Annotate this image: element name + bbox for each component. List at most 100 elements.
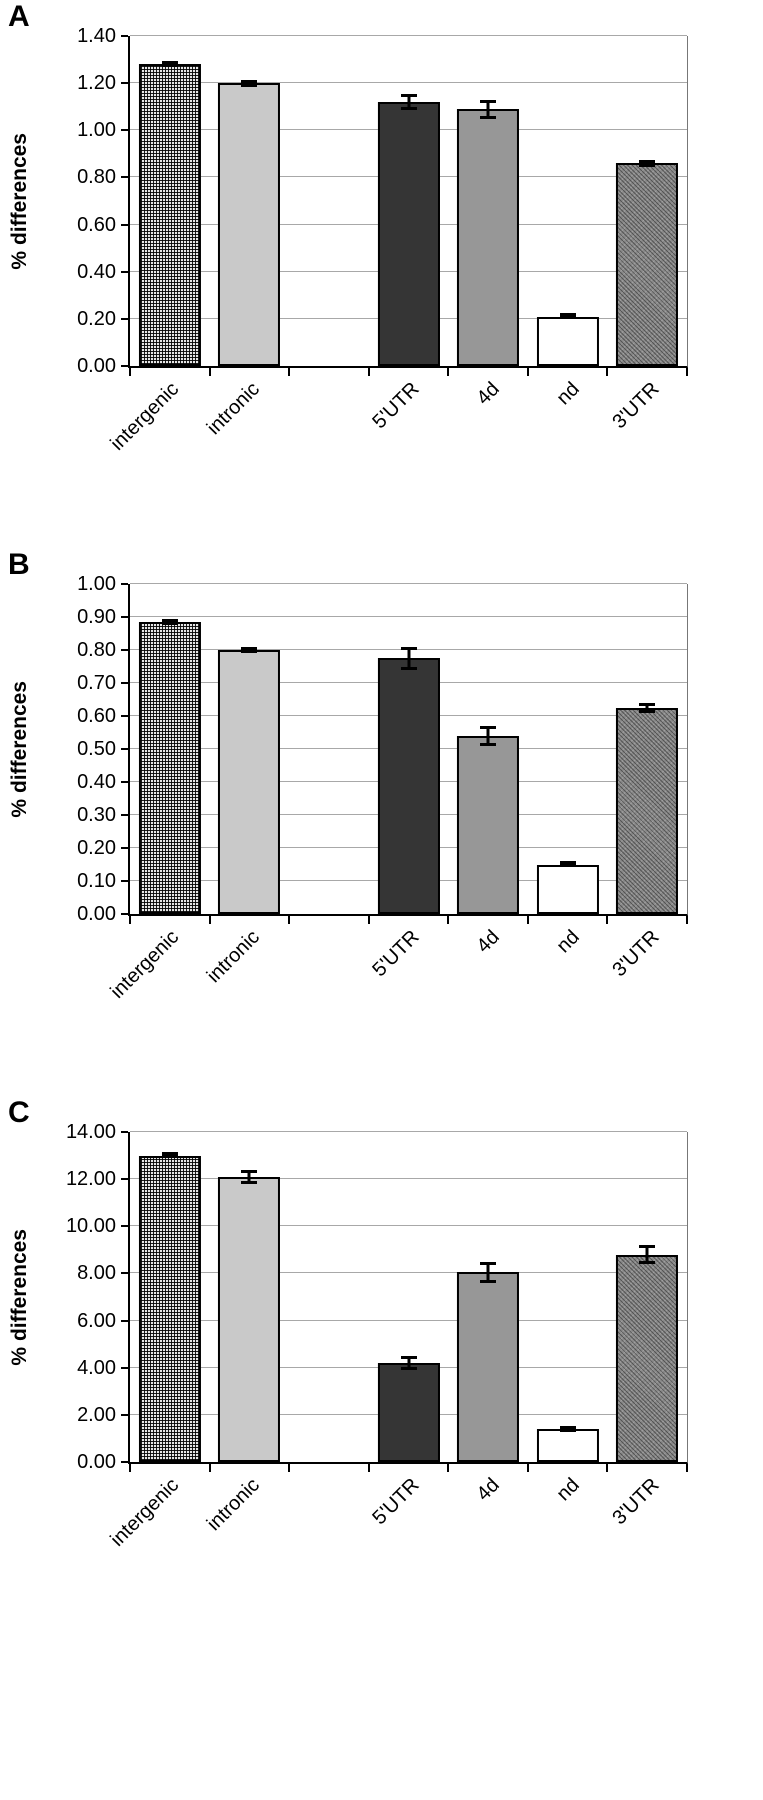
y-tick-mark <box>121 748 128 750</box>
y-tick-mark <box>121 176 128 179</box>
bar-slot <box>607 584 687 914</box>
y-axis-label: % differences <box>8 680 31 818</box>
x-label-slot: 4d <box>448 1468 528 1628</box>
x-axis-label: 3'UTR <box>608 378 664 434</box>
x-axis-label: 4d <box>472 1474 504 1506</box>
x-tick-mark <box>288 368 291 376</box>
y-tick-label: 6.00 <box>77 1309 116 1332</box>
bar-slot <box>448 36 528 366</box>
y-tick-label: 1.00 <box>77 573 116 595</box>
bar-slot <box>369 36 449 366</box>
x-axis-label: nd <box>552 926 584 958</box>
x-axis-label: intergenic <box>106 378 184 455</box>
y-tick-label: 12.00 <box>65 1168 116 1191</box>
bars-layer <box>130 584 687 914</box>
bar-slot <box>528 584 608 914</box>
x-tick-mark <box>447 1464 450 1472</box>
error-bar <box>480 99 497 119</box>
x-label-slot <box>288 920 368 1080</box>
y-tick-mark <box>121 365 128 367</box>
x-label-slot: intronic <box>202 1468 288 1628</box>
x-tick-mark <box>208 916 211 924</box>
y-axis-label-wrap: % differences <box>2 36 38 366</box>
plot-area <box>121 583 688 924</box>
x-label-slot: intergenic <box>107 1468 208 1628</box>
gridline <box>130 82 687 84</box>
y-tick-label: 0.80 <box>77 166 116 189</box>
panel-letter: B <box>8 548 30 581</box>
y-axis-label-wrap: % differences <box>2 584 38 914</box>
y-tick-label: 0.00 <box>77 903 116 925</box>
y-tick-label: 14.00 <box>65 1121 116 1143</box>
x-tick-mark <box>129 1464 131 1472</box>
x-axis-label: 5'UTR <box>368 926 424 982</box>
x-tick-mark <box>367 1464 370 1472</box>
error-bar <box>161 618 178 626</box>
bars-layer <box>130 1132 687 1462</box>
x-axis-label: 5'UTR <box>368 378 424 434</box>
x-tick-mark <box>686 1464 688 1472</box>
bar-slot <box>130 1132 210 1462</box>
bar-slot <box>448 1132 528 1462</box>
x-axis-label: intronic <box>202 1474 264 1536</box>
bars-layer <box>130 36 687 366</box>
x-axis-label: 4d <box>472 926 504 958</box>
x-tick-mark <box>606 1464 609 1472</box>
y-tick-mark <box>121 1178 128 1181</box>
bar-intronic <box>218 1176 281 1462</box>
y-tick-mark <box>121 270 128 273</box>
error-bar <box>639 1245 656 1264</box>
y-tick-label: 0.10 <box>77 870 116 892</box>
bar-slot <box>369 1132 449 1462</box>
gridline <box>130 1225 687 1227</box>
y-tick-mark <box>121 1413 128 1416</box>
y-tick-mark <box>121 682 128 684</box>
y-axis-ticks: 0.00 0.10 0.20 0.30 0.40 0.50 0.60 0.70 0.80 0.90… <box>38 574 122 924</box>
error-bar <box>480 1261 497 1283</box>
y-tick-mark <box>121 583 128 585</box>
y-tick-label: 0.70 <box>77 672 116 694</box>
x-label-slot: nd <box>528 372 608 532</box>
y-tick-label: 0.20 <box>77 307 116 330</box>
x-axis-label: 4d <box>472 378 504 410</box>
x-tick-mark <box>686 368 688 376</box>
x-label-slot <box>288 1468 368 1628</box>
error-bar <box>559 313 576 320</box>
x-axis-label: 3'UTR <box>608 1474 664 1530</box>
y-tick-mark <box>121 1131 128 1133</box>
bar-slot <box>369 584 449 914</box>
bar-4d <box>457 735 520 914</box>
x-tick-mark <box>526 368 529 376</box>
y-tick-mark <box>121 129 128 132</box>
x-tick-mark <box>367 916 370 924</box>
y-tick-mark <box>121 649 128 651</box>
plot-area <box>121 1131 688 1472</box>
bar-slot <box>130 36 210 366</box>
x-axis-labels: intergenic intronic 5'UTR 4d nd 3'UTR <box>107 1468 688 1628</box>
y-tick-label: 2.00 <box>77 1403 116 1426</box>
y-tick-label: 0.60 <box>77 705 116 727</box>
y-tick-mark <box>121 880 128 882</box>
x-axis-label: intergenic <box>106 926 184 1003</box>
error-bar <box>161 1152 178 1159</box>
bar-slot <box>210 36 290 366</box>
x-tick-mark <box>288 1464 291 1472</box>
gridline <box>130 1319 687 1321</box>
bar-nd <box>536 864 599 914</box>
y-tick-mark <box>121 1461 128 1463</box>
y-tick-mark <box>121 847 128 849</box>
bar-intergenic <box>138 621 201 914</box>
x-axis-label: nd <box>552 378 584 410</box>
x-tick-mark <box>129 368 131 376</box>
y-tick-label: 0.40 <box>77 260 116 283</box>
bar-3'UTR <box>616 707 679 914</box>
y-tick-label: 8.00 <box>77 1262 116 1285</box>
bar-3'UTR <box>616 163 679 366</box>
x-axis-labels: intergenic intronic 5'UTR 4d nd 3'UTR <box>107 372 688 532</box>
bar-slot <box>289 1132 369 1462</box>
y-tick-label: 1.40 <box>77 25 116 47</box>
error-bar <box>639 702 656 713</box>
bar-intergenic <box>138 64 201 366</box>
x-axis-label: 5'UTR <box>368 1474 424 1530</box>
x-tick-mark <box>686 916 688 924</box>
